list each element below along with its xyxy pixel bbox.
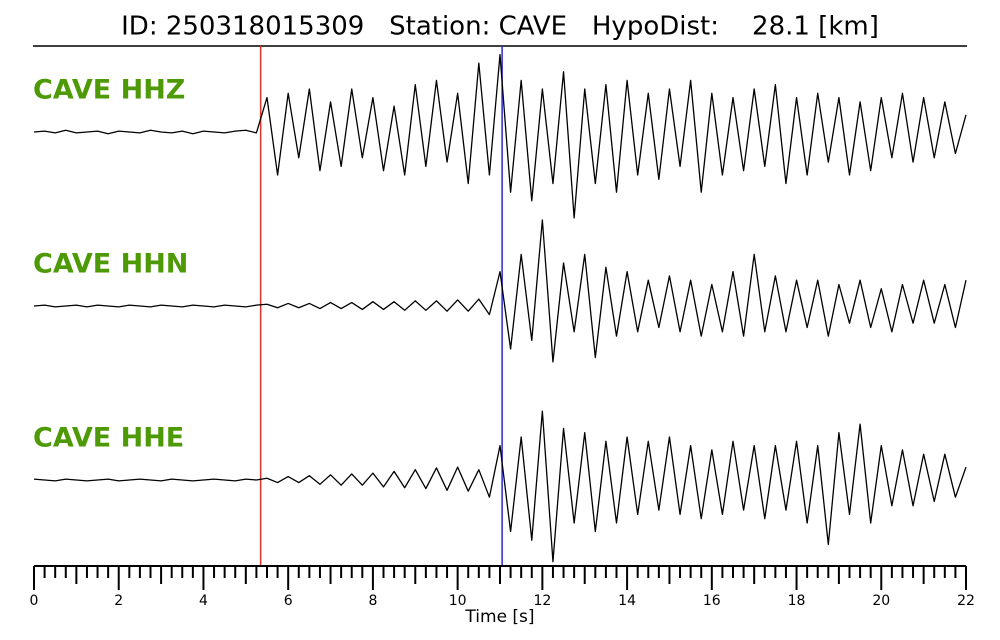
waveform <box>33 53 967 219</box>
x-tick-label: 4 <box>199 593 208 609</box>
trace-label: CAVE HHE <box>33 423 184 454</box>
trace-label: CAVE HHZ <box>33 75 185 106</box>
trace-label: CAVE HHN <box>33 249 188 280</box>
chart-title: ID: 250318015309 Station: CAVE HypoDist:… <box>121 12 879 42</box>
waveform <box>33 410 967 563</box>
x-tick-label: 18 <box>788 593 806 609</box>
x-tick-label: 6 <box>284 593 293 609</box>
x-tick-label: 12 <box>533 593 551 609</box>
waveform <box>33 219 967 363</box>
x-tick-label: 2 <box>114 593 123 609</box>
x-tick-label: 22 <box>957 593 975 609</box>
x-tick-label: 10 <box>449 593 467 609</box>
x-tick-label: 16 <box>703 593 721 609</box>
x-tick-label: 8 <box>368 593 377 609</box>
x-tick-label: 0 <box>30 593 39 609</box>
x-tick-label: 20 <box>872 593 890 609</box>
x-tick-label: 14 <box>618 593 636 609</box>
x-axis-label: Time [s] <box>464 607 534 627</box>
